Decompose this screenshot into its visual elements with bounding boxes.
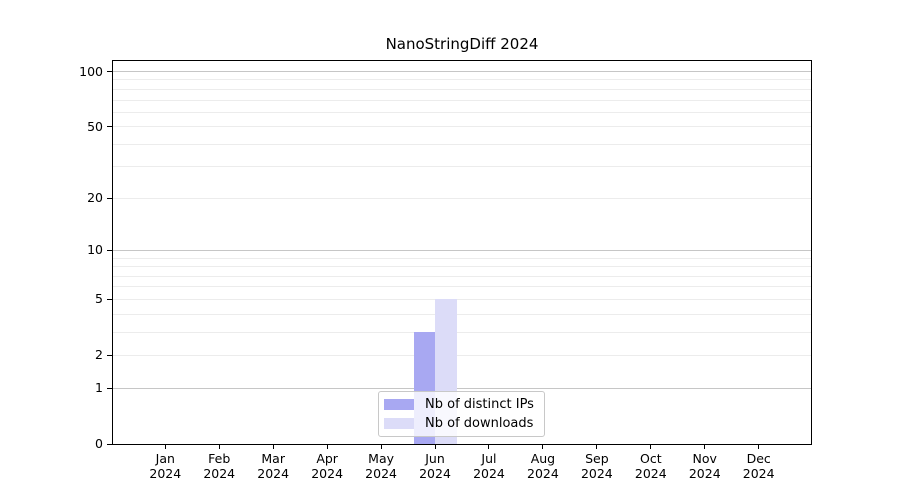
- y-axis-tick: [107, 387, 113, 389]
- x-axis-tick-label: Jul 2024: [473, 451, 505, 481]
- y-axis-tick: [107, 197, 113, 199]
- x-axis-tick: [326, 445, 328, 449]
- x-axis-tick-label: Sep 2024: [580, 451, 613, 481]
- x-axis-tick: [704, 445, 706, 449]
- legend-label-downloads: Nb of downloads: [425, 416, 534, 431]
- minor-gridline: [113, 313, 811, 315]
- y-axis-tick: [107, 354, 113, 356]
- minor-gridline: [113, 88, 811, 90]
- y-axis-tick-label: 50: [87, 118, 103, 134]
- x-axis-tick: [596, 445, 598, 449]
- y-axis-tick: [107, 298, 113, 300]
- minor-gridline: [113, 257, 811, 259]
- major-gridline: [113, 249, 811, 251]
- minor-gridline: [113, 111, 811, 113]
- x-axis-tick-label: Jun 2024: [419, 451, 451, 481]
- y-axis-tick-label: 100: [79, 63, 103, 79]
- legend: Nb of distinct IPs Nb of downloads: [378, 391, 545, 437]
- minor-gridline: [113, 354, 811, 356]
- x-axis-tick-label: May 2024: [365, 451, 397, 481]
- plot-area: [112, 60, 812, 445]
- legend-swatch-downloads: [384, 418, 414, 429]
- minor-gridline: [113, 79, 811, 81]
- minor-gridline: [113, 331, 811, 333]
- y-axis-tick-label: 20: [87, 190, 103, 206]
- x-axis-tick-label: Jan 2024: [149, 451, 182, 481]
- x-axis-tick-label: Nov 2024: [688, 451, 721, 481]
- y-axis-tick-label: 5: [95, 291, 103, 307]
- x-axis-tick-label: Feb 2024: [203, 451, 236, 481]
- major-gridline: [113, 387, 811, 389]
- minor-gridline: [113, 266, 811, 268]
- major-gridline: [113, 71, 811, 73]
- legend-item-downloads: Nb of downloads: [384, 414, 537, 433]
- x-axis-tick: [272, 445, 274, 449]
- x-axis-tick-label: Oct 2024: [634, 451, 667, 481]
- x-axis-tick-label: Mar 2024: [257, 451, 290, 481]
- minor-gridline: [113, 197, 811, 199]
- y-axis-tick-label: 1: [95, 380, 103, 396]
- minor-gridline: [113, 166, 811, 168]
- x-axis-tick: [380, 445, 382, 449]
- y-axis-tick-label: 0: [95, 436, 103, 451]
- y-axis-tick-label: 2: [95, 347, 103, 363]
- x-axis-tick: [218, 445, 220, 449]
- y-axis-tick: [107, 71, 113, 73]
- minor-gridline: [113, 298, 811, 300]
- x-axis-tick-label: Aug 2024: [527, 451, 559, 481]
- x-axis-tick: [758, 445, 760, 449]
- x-axis-tick: [164, 445, 166, 449]
- x-axis-tick-label: Dec 2024: [742, 451, 775, 481]
- y-axis-tick: [107, 126, 113, 128]
- legend-swatch-distinct-ips: [384, 399, 414, 410]
- y-axis-tick: [107, 249, 113, 251]
- legend-item-distinct-ips: Nb of distinct IPs: [384, 395, 537, 414]
- minor-gridline: [113, 99, 811, 101]
- minor-gridline: [113, 275, 811, 277]
- legend-label-distinct-ips: Nb of distinct IPs: [425, 397, 534, 412]
- x-axis-tick: [650, 445, 652, 449]
- x-axis-tick: [488, 445, 490, 449]
- minor-gridline: [113, 286, 811, 288]
- x-axis-tick: [542, 445, 544, 449]
- x-axis-tick-label: Apr 2024: [311, 451, 344, 481]
- y-axis-tick: [107, 443, 113, 445]
- y-axis-tick-label: 10: [87, 242, 103, 258]
- minor-gridline: [113, 143, 811, 145]
- x-axis-tick: [434, 445, 436, 449]
- minor-gridline: [113, 126, 811, 128]
- chart-title: NanoStringDiff 2024: [385, 35, 539, 53]
